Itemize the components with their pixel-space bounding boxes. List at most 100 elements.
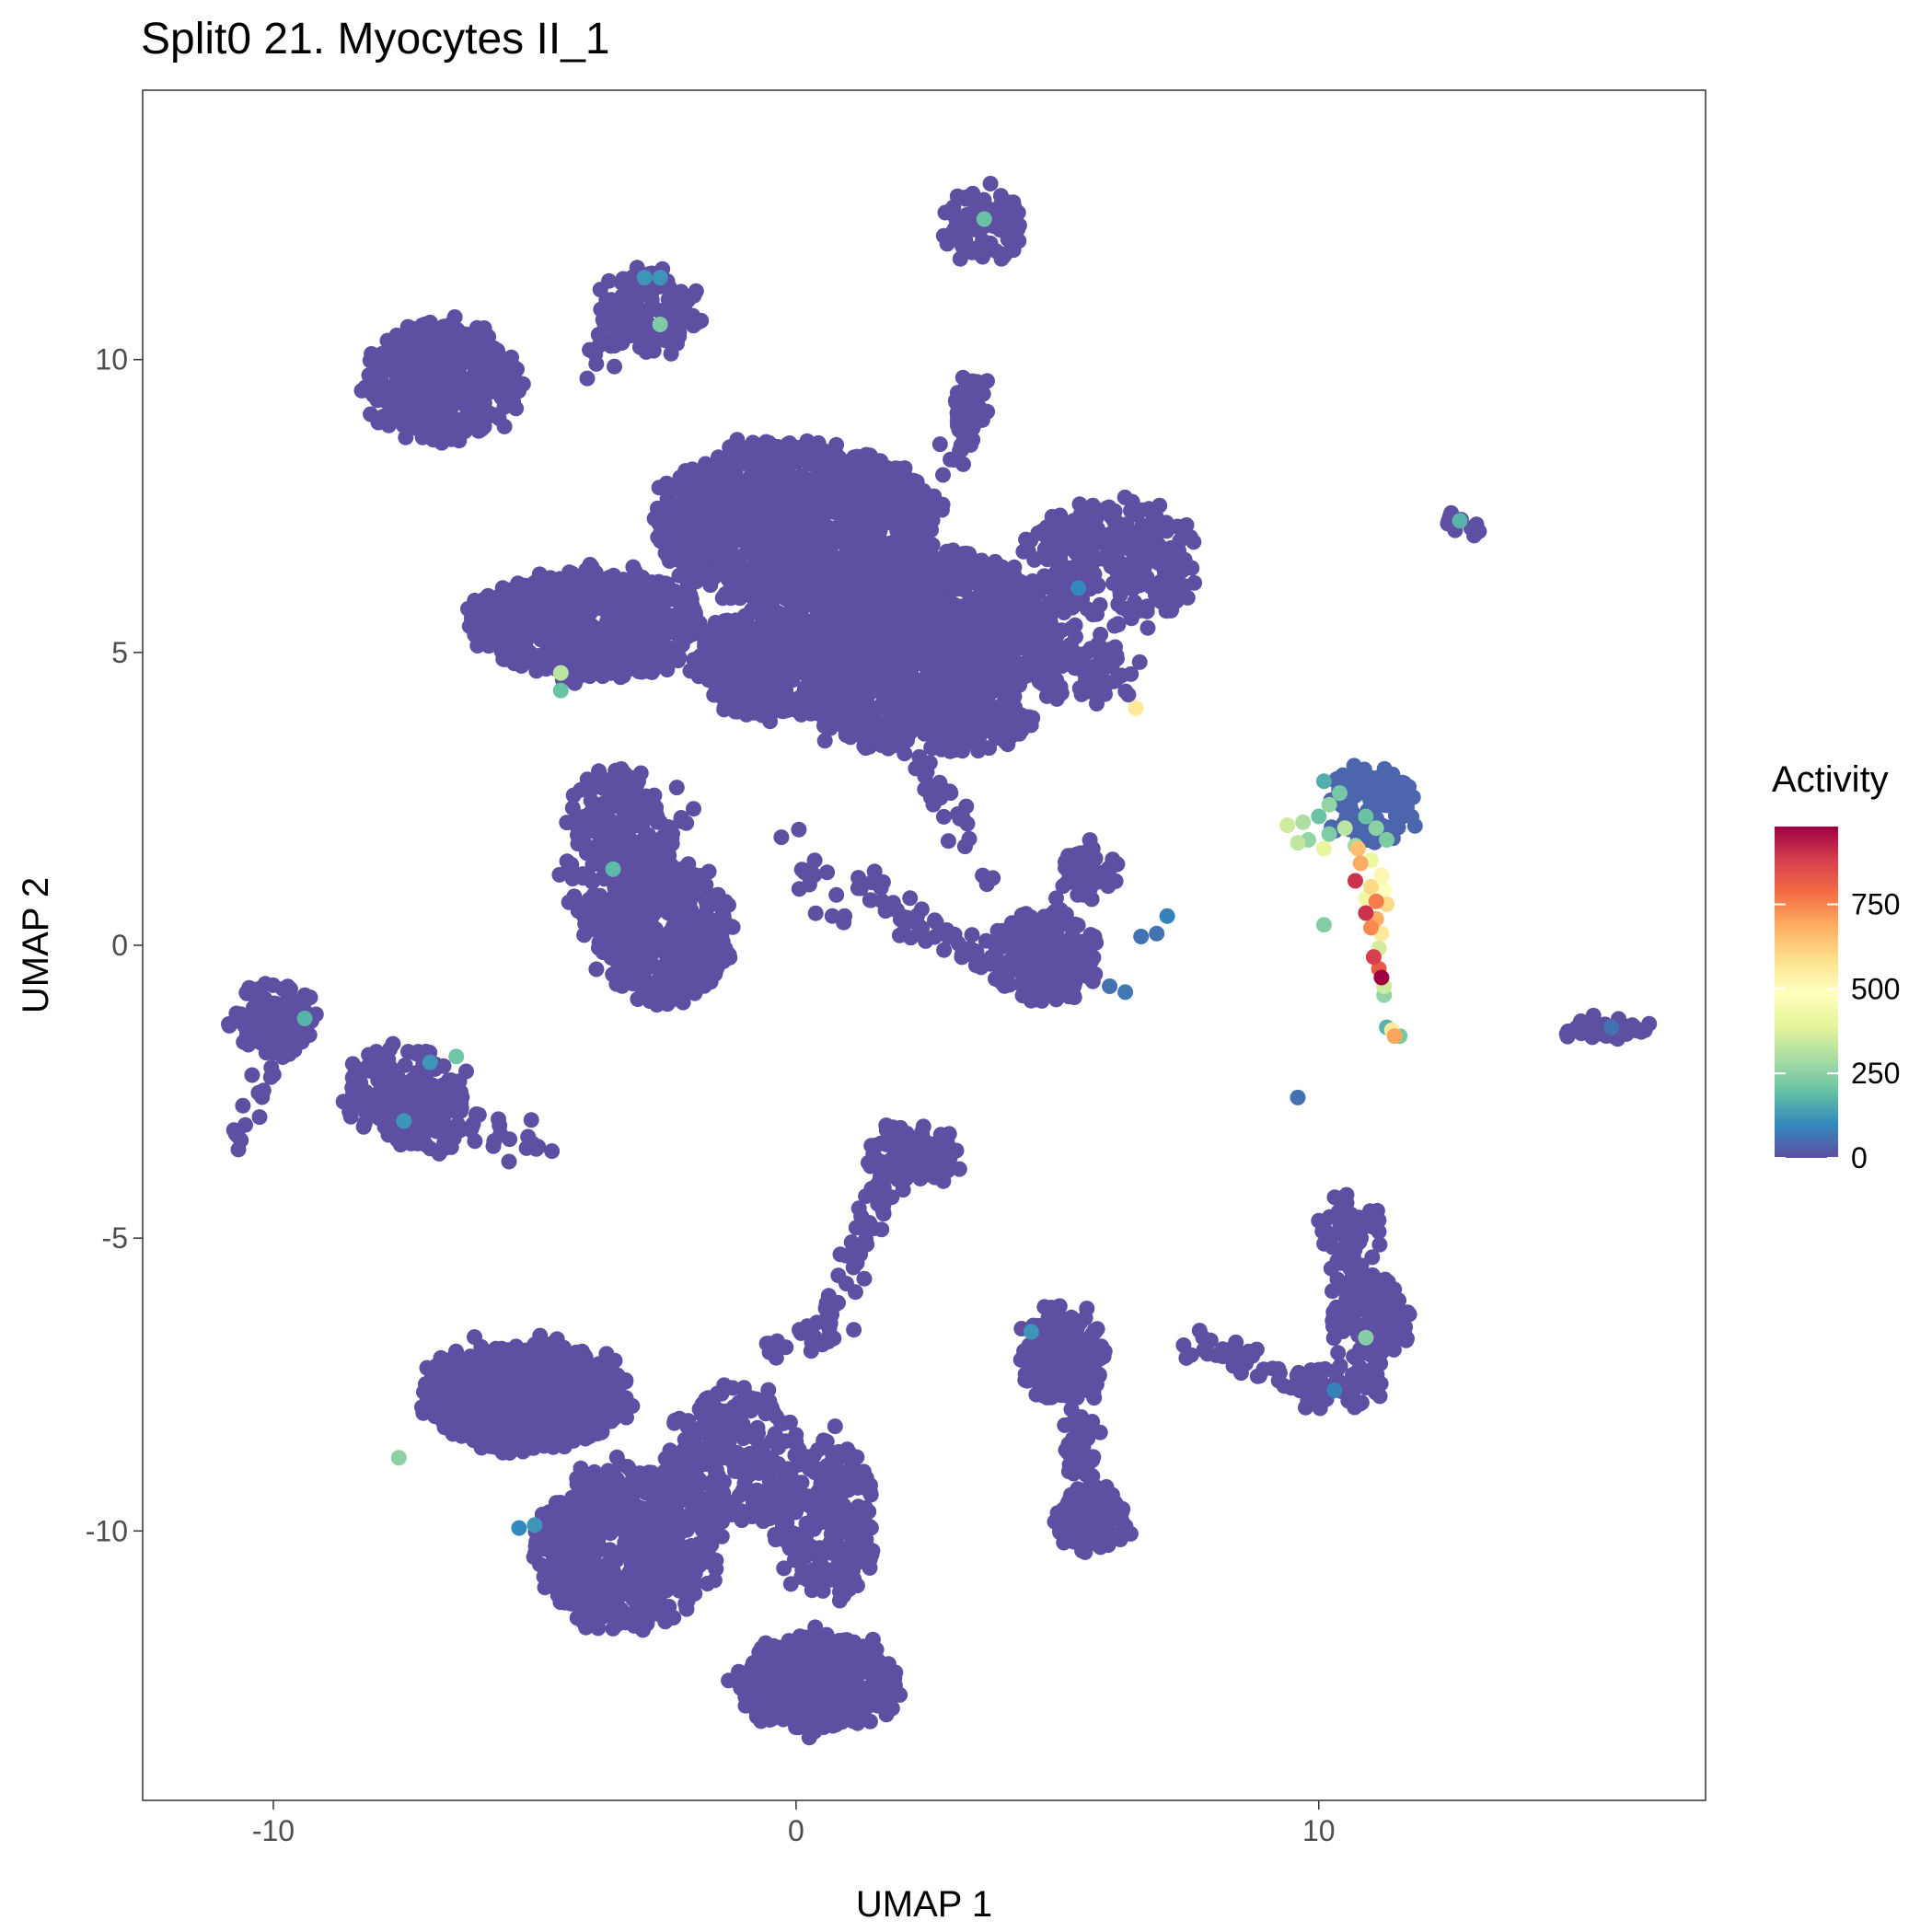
cell-point bbox=[583, 871, 598, 887]
cell-point bbox=[410, 334, 426, 351]
cell-point bbox=[864, 499, 880, 515]
cell-point bbox=[1110, 616, 1127, 632]
cell-point bbox=[1041, 540, 1058, 556]
cell-point bbox=[735, 656, 752, 673]
cell-point bbox=[1040, 578, 1056, 594]
cell-point bbox=[732, 443, 748, 459]
cell-point bbox=[496, 651, 513, 667]
cell-point bbox=[758, 535, 774, 550]
cell-point bbox=[610, 605, 627, 621]
cell-point bbox=[574, 899, 591, 916]
cell-point bbox=[908, 563, 925, 580]
cell-point bbox=[584, 624, 601, 641]
cell-point bbox=[971, 728, 988, 745]
cell-point bbox=[570, 827, 585, 843]
cell-point bbox=[951, 553, 967, 569]
cell-point bbox=[1131, 654, 1148, 670]
cell-point bbox=[529, 615, 546, 631]
cell-point bbox=[590, 774, 607, 791]
cell-point bbox=[1140, 619, 1156, 636]
cell-point bbox=[1151, 497, 1168, 514]
cell-point bbox=[1038, 688, 1055, 704]
cell-point bbox=[491, 347, 507, 364]
cell-point bbox=[989, 682, 1005, 699]
cell-point bbox=[1002, 204, 1019, 221]
cell-point bbox=[762, 555, 779, 572]
cell-point bbox=[579, 660, 596, 677]
cell-point bbox=[796, 520, 813, 537]
cell-point bbox=[901, 527, 918, 544]
cell-point bbox=[913, 617, 930, 633]
cell-point bbox=[982, 176, 999, 191]
cell-point bbox=[839, 520, 854, 537]
cell-point bbox=[670, 607, 687, 624]
cell-point bbox=[1073, 686, 1090, 702]
cell-point bbox=[1018, 531, 1035, 548]
cell-point bbox=[554, 646, 571, 663]
cell-point bbox=[854, 537, 871, 553]
cell-point bbox=[1139, 598, 1155, 615]
cell-point bbox=[902, 724, 918, 741]
cell-point bbox=[804, 550, 821, 567]
cell-point bbox=[423, 343, 440, 360]
cell-point bbox=[480, 587, 496, 604]
cell-point bbox=[769, 439, 786, 455]
cell-point bbox=[477, 630, 493, 646]
cell-point bbox=[717, 585, 734, 602]
cell-point bbox=[993, 250, 1010, 267]
cell-point bbox=[638, 343, 654, 360]
cell-point bbox=[406, 355, 422, 372]
cell-point bbox=[1068, 629, 1083, 645]
cell-point bbox=[773, 700, 790, 716]
cell-point bbox=[912, 655, 928, 672]
cell-point bbox=[421, 368, 437, 385]
cell-point bbox=[1109, 670, 1126, 687]
cell-point bbox=[559, 815, 575, 831]
cell-point bbox=[933, 700, 950, 716]
cell-point bbox=[1056, 572, 1072, 588]
cell-point bbox=[841, 675, 858, 691]
cell-point bbox=[530, 582, 547, 598]
cell-point bbox=[685, 318, 701, 334]
cell-point bbox=[830, 449, 847, 466]
cell-point bbox=[962, 207, 978, 224]
cell-point bbox=[758, 571, 774, 586]
cell-point bbox=[606, 567, 622, 584]
cell-point bbox=[888, 477, 905, 493]
cell-point bbox=[480, 409, 496, 424]
cell-point bbox=[856, 738, 873, 754]
cell-point bbox=[1093, 665, 1110, 681]
cell-point bbox=[885, 568, 902, 584]
cell-point bbox=[584, 559, 600, 575]
cell-point bbox=[982, 618, 999, 634]
cell-point bbox=[358, 382, 375, 399]
cell-point bbox=[509, 577, 526, 594]
cell-point bbox=[465, 374, 481, 390]
cell-point bbox=[854, 684, 870, 700]
cell-point bbox=[702, 526, 719, 542]
cell-point bbox=[666, 496, 683, 513]
cell-point bbox=[996, 594, 1012, 610]
cell-point bbox=[1105, 575, 1121, 592]
cell-point bbox=[893, 687, 909, 703]
cell-point bbox=[995, 574, 1012, 591]
cell-point bbox=[944, 637, 961, 653]
cell-point bbox=[1070, 545, 1086, 561]
cell-point bbox=[519, 595, 536, 611]
cell-point bbox=[655, 583, 672, 599]
cell-point bbox=[601, 272, 618, 289]
cell-point bbox=[666, 584, 683, 600]
cell-point bbox=[752, 679, 769, 696]
cell-point bbox=[642, 644, 658, 661]
cell-point bbox=[501, 604, 517, 620]
cell-point bbox=[1086, 533, 1102, 550]
cell-point bbox=[851, 718, 868, 735]
cell-point bbox=[453, 357, 469, 374]
cell-point bbox=[816, 733, 833, 749]
cell-point bbox=[459, 339, 476, 355]
cell-point bbox=[756, 473, 772, 490]
cell-point bbox=[952, 661, 968, 677]
cell-point bbox=[967, 566, 984, 583]
cell-point bbox=[426, 416, 443, 433]
